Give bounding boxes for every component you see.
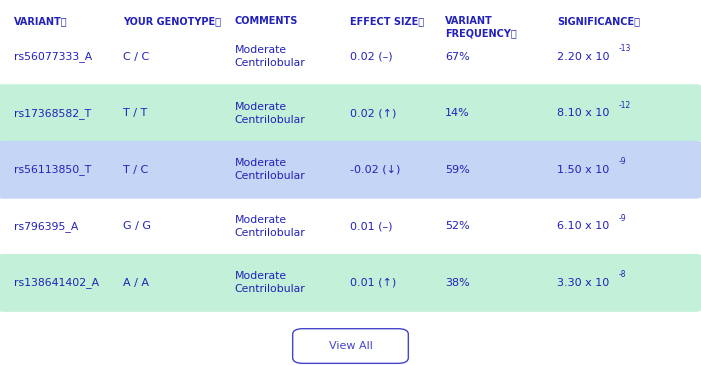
Text: Moderate
Centrilobular: Moderate Centrilobular <box>235 45 306 68</box>
Text: SIGNIFICANCEⓘ: SIGNIFICANCEⓘ <box>557 16 640 26</box>
Text: rs56113850_T: rs56113850_T <box>14 164 91 175</box>
Text: -8: -8 <box>618 270 626 279</box>
Text: 0.02 (↑): 0.02 (↑) <box>350 108 397 118</box>
Text: EFFECT SIZEⓘ: EFFECT SIZEⓘ <box>350 16 425 26</box>
Text: rs138641402_A: rs138641402_A <box>14 277 99 288</box>
Text: COMMENTS: COMMENTS <box>235 16 298 26</box>
Text: 0.01 (–): 0.01 (–) <box>350 221 393 231</box>
FancyBboxPatch shape <box>0 254 701 312</box>
FancyBboxPatch shape <box>293 328 408 364</box>
Text: Moderate
Centrilobular: Moderate Centrilobular <box>235 215 306 238</box>
Text: 52%: 52% <box>445 221 470 231</box>
Text: Moderate
Centrilobular: Moderate Centrilobular <box>235 102 306 124</box>
Text: -12: -12 <box>618 101 630 110</box>
FancyBboxPatch shape <box>0 141 701 199</box>
Text: 1.50 x 10: 1.50 x 10 <box>557 165 610 175</box>
Text: 0.02 (–): 0.02 (–) <box>350 51 393 62</box>
Text: -9: -9 <box>618 214 626 223</box>
Text: 67%: 67% <box>445 51 470 62</box>
Text: 8.10 x 10: 8.10 x 10 <box>557 108 610 118</box>
Text: -9: -9 <box>618 157 626 166</box>
Text: 14%: 14% <box>445 108 470 118</box>
Text: VARIANT
FREQUENCYⓘ: VARIANT FREQUENCYⓘ <box>445 16 517 38</box>
Text: Moderate
Centrilobular: Moderate Centrilobular <box>235 158 306 181</box>
Text: A / A: A / A <box>123 278 149 288</box>
Text: YOUR GENOTYPEⓘ: YOUR GENOTYPEⓘ <box>123 16 221 26</box>
Text: 0.01 (↑): 0.01 (↑) <box>350 278 397 288</box>
Text: VARIANTⓘ: VARIANTⓘ <box>14 16 67 26</box>
Text: T / T: T / T <box>123 108 147 118</box>
Text: -13: -13 <box>618 44 631 53</box>
Text: 3.30 x 10: 3.30 x 10 <box>557 278 610 288</box>
Text: rs17368582_T: rs17368582_T <box>14 108 91 119</box>
Text: Moderate
Centrilobular: Moderate Centrilobular <box>235 272 306 294</box>
Text: rs796395_A: rs796395_A <box>14 221 79 232</box>
Text: rs56077333_A: rs56077333_A <box>14 51 93 62</box>
Text: 38%: 38% <box>445 278 470 288</box>
Text: -0.02 (↓): -0.02 (↓) <box>350 165 401 175</box>
Text: View All: View All <box>329 341 372 351</box>
Text: 59%: 59% <box>445 165 470 175</box>
FancyBboxPatch shape <box>0 84 701 142</box>
Text: 6.10 x 10: 6.10 x 10 <box>557 221 610 231</box>
Text: 2.20 x 10: 2.20 x 10 <box>557 51 610 62</box>
Text: G / G: G / G <box>123 221 151 231</box>
Text: T / C: T / C <box>123 165 148 175</box>
Text: C / C: C / C <box>123 51 149 62</box>
